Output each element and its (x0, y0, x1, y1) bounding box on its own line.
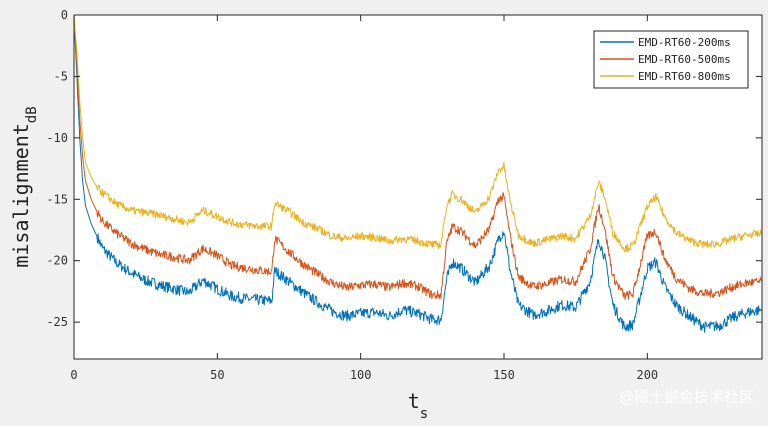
x-axis-label: ts (408, 389, 428, 422)
x-tick-label: 200 (636, 368, 658, 382)
x-tick-label: 100 (350, 368, 372, 382)
y-tick-label: -10 (46, 131, 68, 145)
ticks-layer: 0 50 100 150 200 0 -5 -10 -15 -20 -25 (46, 8, 762, 382)
x-axis-label-subscript: s (420, 406, 428, 422)
legend-label: EMD-RT60-800ms (638, 70, 731, 83)
x-tick-label: 50 (210, 368, 224, 382)
y-tick-label: 0 (61, 8, 68, 22)
y-axis-label-main: misalignment (9, 123, 33, 268)
watermark-text: @稀土掘金技术社区 (619, 388, 754, 406)
y-axis-label: misalignmentdB (9, 106, 40, 267)
legend: EMD-RT60-200ms EMD-RT60-500ms EMD-RT60-800… (593, 30, 749, 89)
legend-label: EMD-RT60-200ms (638, 36, 731, 49)
y-tick-label: -5 (54, 69, 68, 83)
legend-label: EMD-RT60-500ms (638, 53, 731, 66)
series-line-3 (73, 14, 763, 253)
plot-frame (73, 14, 763, 360)
y-tick-label: -15 (46, 192, 68, 206)
series-line-2 (73, 14, 763, 301)
y-tick-label: -20 (46, 254, 68, 268)
y-tick-label: -25 (46, 315, 68, 329)
x-tick-label: 150 (493, 368, 515, 382)
series-line-1 (73, 14, 763, 333)
y-axis-label-subscript: dB (24, 106, 40, 123)
x-axis-label-main: t (408, 389, 420, 413)
series-layer (73, 14, 763, 333)
x-tick-label: 0 (70, 368, 77, 382)
